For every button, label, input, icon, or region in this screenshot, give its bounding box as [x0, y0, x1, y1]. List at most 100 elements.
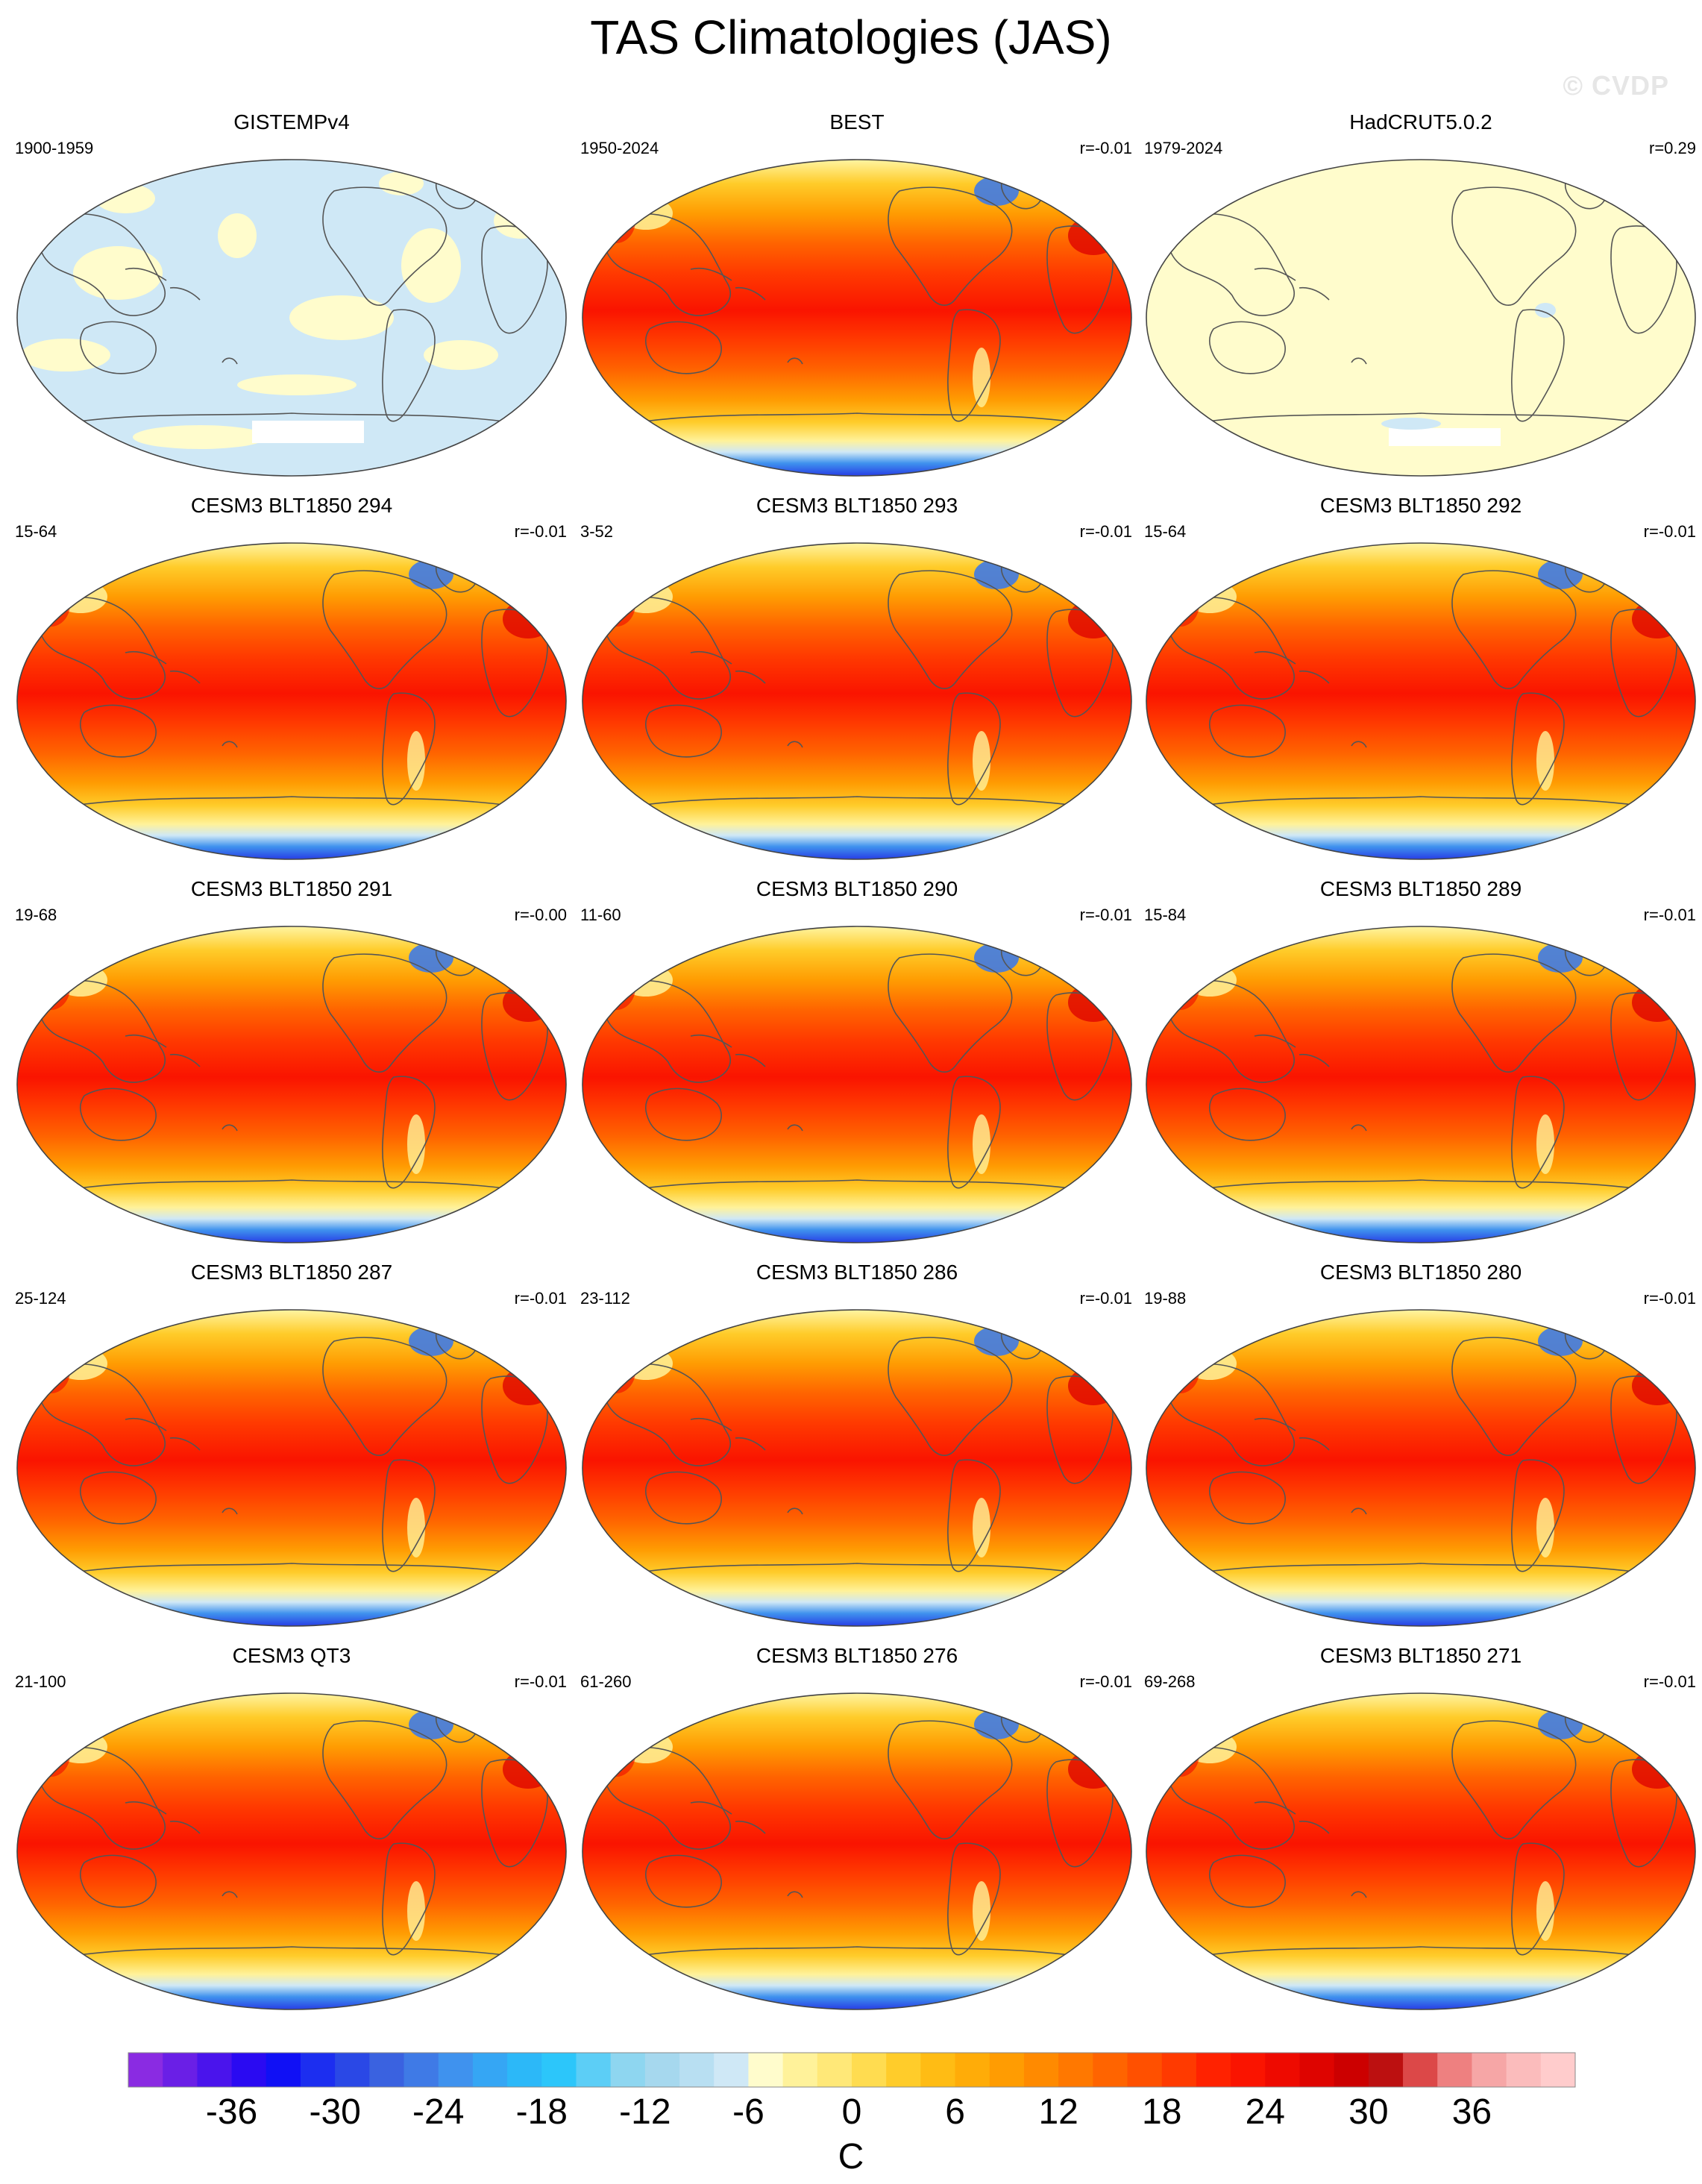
panel-title: CESM3 BLT1850 276: [756, 1644, 958, 1667]
colorbar-box: [1127, 2053, 1163, 2087]
colorbar: -36 -30 -24 -18 -12 -6 0 6 12 18 24 30 36 C: [0, 2044, 1702, 2184]
colorbar-tick-label: 0: [841, 2092, 862, 2132]
panel-years: 15-84: [1144, 906, 1187, 924]
panel-years: 11-60: [580, 906, 621, 924]
world-map: [1146, 542, 1696, 860]
colorbar-tick-label: -24: [412, 2092, 465, 2132]
colorbar-tick-label: -12: [619, 2092, 671, 2132]
colorbar-tick-label: 12: [1038, 2092, 1078, 2132]
colorbar-box: [1472, 2053, 1507, 2087]
colorbar-box: [610, 2053, 646, 2087]
colorbar-tick-label: 18: [1142, 2092, 1182, 2132]
panel-title: CESM3 BLT1850 294: [190, 494, 393, 517]
panel-title: CESM3 BLT1850 292: [1319, 494, 1522, 517]
panel-title: CESM3 QT3: [232, 1644, 351, 1667]
map-panel: CESM3 BLT1850 286 23-112 r=-0.01: [579, 1262, 1135, 1635]
colorbar-box: [1368, 2053, 1404, 2087]
map-panel: CESM3 BLT1850 271 69-268 r=-0.01: [1143, 1645, 1699, 2018]
panel-correlation: r=0.29: [1649, 139, 1696, 157]
panel-correlation: r=-0.01: [1079, 906, 1132, 924]
world-map: [1146, 926, 1696, 1243]
world-map: [582, 542, 1132, 860]
panel-years: 15-64: [1144, 522, 1187, 541]
world-map: [16, 159, 567, 477]
colorbar-box: [163, 2053, 198, 2087]
map-panel: CESM3 BLT1850 287 25-124 r=-0.01: [13, 1262, 570, 1635]
panel-correlation: r=-0.01: [1079, 1672, 1132, 1691]
colorbar-box: [1161, 2053, 1197, 2087]
colorbar-box: [1023, 2053, 1059, 2087]
panel-years: 3-52: [580, 522, 614, 541]
world-map: [1146, 159, 1696, 477]
panel-years: 1979-2024: [1144, 139, 1223, 157]
world-map: [582, 1309, 1132, 1627]
panel-years: 69-268: [1144, 1672, 1196, 1691]
map-panel: CESM3 BLT1850 291 19-68 r=-0.00: [13, 879, 570, 1252]
panel-correlation: r=-0.01: [1643, 906, 1696, 924]
colorbar-box: [989, 2053, 1025, 2087]
panel-correlation: r=-0.01: [1079, 139, 1132, 157]
panel-title: HadCRUT5.0.2: [1349, 110, 1492, 134]
colorbar-box: [300, 2053, 336, 2087]
colorbar-box: [197, 2053, 233, 2087]
panel-years: 21-100: [15, 1672, 66, 1691]
colorbar-box: [1058, 2053, 1093, 2087]
panel-title: CESM3 BLT1850 287: [190, 1261, 393, 1284]
world-map: [16, 1309, 567, 1627]
colorbar-box: [266, 2053, 301, 2087]
panel-title: CESM3 BLT1850 291: [190, 877, 393, 900]
panel-years: 1950-2024: [580, 139, 659, 157]
colorbar-tick-label: -36: [205, 2092, 258, 2132]
colorbar-box: [472, 2053, 508, 2087]
panel-title: GISTEMPv4: [233, 110, 350, 134]
panel-grid: GISTEMPv4 1900-1959 BEST 1950-2024 r=-0.01 Ha…: [13, 110, 1699, 2018]
panel-correlation: r=-0.01: [1643, 1289, 1696, 1308]
panel-correlation: r=-0.01: [1079, 1289, 1132, 1308]
map-panel: CESM3 BLT1850 280 19-88 r=-0.01: [1143, 1262, 1699, 1635]
figure-title: TAS Climatologies (JAS): [590, 10, 1112, 64]
colorbar-box: [1403, 2053, 1438, 2087]
map-panel: CESM3 BLT1850 293 3-52 r=-0.01: [579, 495, 1135, 868]
colorbar-box: [507, 2053, 542, 2087]
panel-correlation: r=-0.01: [514, 1289, 567, 1308]
colorbar-box: [335, 2053, 370, 2087]
colorbar-box: [1196, 2053, 1231, 2087]
colorbar-box: [920, 2053, 956, 2087]
panel-correlation: r=-0.01: [1643, 1672, 1696, 1691]
panel-correlation: r=-0.00: [514, 906, 567, 924]
panel-correlation: r=-0.01: [514, 1672, 567, 1691]
panel-title: CESM3 BLT1850 289: [1319, 877, 1522, 900]
world-map: [582, 1692, 1132, 2010]
colorbar-box: [1231, 2053, 1266, 2087]
colorbar-box: [679, 2053, 715, 2087]
map-panel: CESM3 BLT1850 292 15-64 r=-0.01: [1143, 495, 1699, 868]
panel-correlation: r=-0.01: [1643, 522, 1696, 541]
colorbar-box: [817, 2053, 852, 2087]
colorbar-box: [748, 2053, 784, 2087]
colorbar-box: [644, 2053, 680, 2087]
panel-correlation: r=-0.01: [1079, 522, 1132, 541]
map-panel: CESM3 BLT1850 289 15-84 r=-0.01: [1143, 879, 1699, 1252]
colorbar-strip: [128, 2052, 1576, 2088]
map-panel: GISTEMPv4 1900-1959: [13, 112, 570, 485]
colorbar-box: [1093, 2053, 1128, 2087]
colorbar-unit: C: [838, 2137, 864, 2177]
colorbar-box: [576, 2053, 612, 2087]
colorbar-box: [369, 2053, 405, 2087]
panel-years: 19-68: [15, 906, 57, 924]
colorbar-tick-label: -30: [309, 2092, 361, 2132]
map-panel: BEST 1950-2024 r=-0.01: [579, 112, 1135, 485]
colorbar-box: [541, 2053, 577, 2087]
colorbar-box: [1506, 2053, 1542, 2087]
colorbar-box: [955, 2053, 990, 2087]
colorbar-box: [1299, 2053, 1335, 2087]
map-panel: CESM3 QT3 21-100 r=-0.01: [13, 1645, 570, 2018]
colorbar-box: [886, 2053, 921, 2087]
colorbar-box: [1540, 2053, 1576, 2087]
colorbar-tick-label: 6: [945, 2092, 965, 2132]
panel-title: CESM3 BLT1850 271: [1319, 1644, 1522, 1667]
panel-title: CESM3 BLT1850 290: [756, 877, 958, 900]
colorbar-box: [231, 2053, 267, 2087]
colorbar-box: [714, 2053, 749, 2087]
colorbar-box: [1334, 2053, 1369, 2087]
